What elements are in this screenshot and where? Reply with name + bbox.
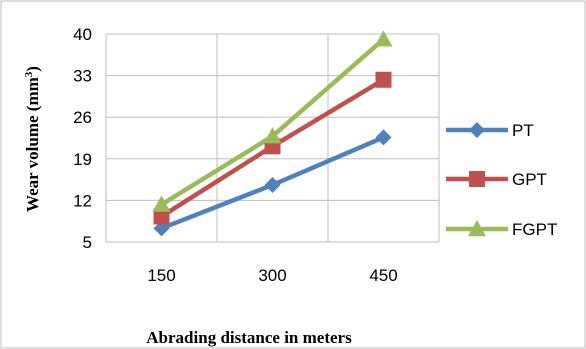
legend-label: GPT <box>512 170 547 189</box>
data-point <box>375 71 392 88</box>
data-point <box>374 30 393 47</box>
legend-marker <box>469 122 485 138</box>
legend-label: FGPT <box>512 220 557 239</box>
y-tick-label: 33 <box>73 67 92 86</box>
legend-entry-gpt: GPT <box>446 170 547 189</box>
legend-marker <box>468 220 486 237</box>
y-axis-title-main: Wear volume (mm <box>23 77 42 212</box>
legend-entry-pt: PT <box>446 121 534 140</box>
y-tick-label: 12 <box>73 191 92 210</box>
y-axis-title: Wear volume (mm3) <box>23 66 42 212</box>
data-point <box>152 195 171 212</box>
x-tick-label: 300 <box>258 266 286 285</box>
y-axis-title-sup: 3 <box>23 71 35 77</box>
series-group <box>152 30 393 237</box>
y-axis-title-close: ) <box>23 66 42 72</box>
data-point <box>263 127 282 144</box>
x-tick-label: 150 <box>147 266 175 285</box>
legend: PT GPT FGPT <box>446 121 557 239</box>
y-tick-label: 26 <box>73 108 92 127</box>
legend-entry-fgpt: FGPT <box>446 220 557 239</box>
legend-label: PT <box>512 121 534 140</box>
y-axis-ticks: 5 12 19 26 33 40 <box>73 25 92 252</box>
series-fgpt <box>152 30 393 212</box>
x-tick-label: 450 <box>369 266 397 285</box>
y-tick-label: 19 <box>73 150 92 169</box>
y-tick-label: 40 <box>73 25 92 44</box>
x-axis-ticks: 150 300 450 <box>147 266 397 285</box>
legend-marker <box>469 171 485 187</box>
data-point <box>153 208 170 225</box>
data-point <box>375 129 392 146</box>
y-tick-label: 5 <box>83 233 92 252</box>
x-axis-title: Abrading distance in meters <box>146 328 352 347</box>
data-point <box>264 176 281 193</box>
